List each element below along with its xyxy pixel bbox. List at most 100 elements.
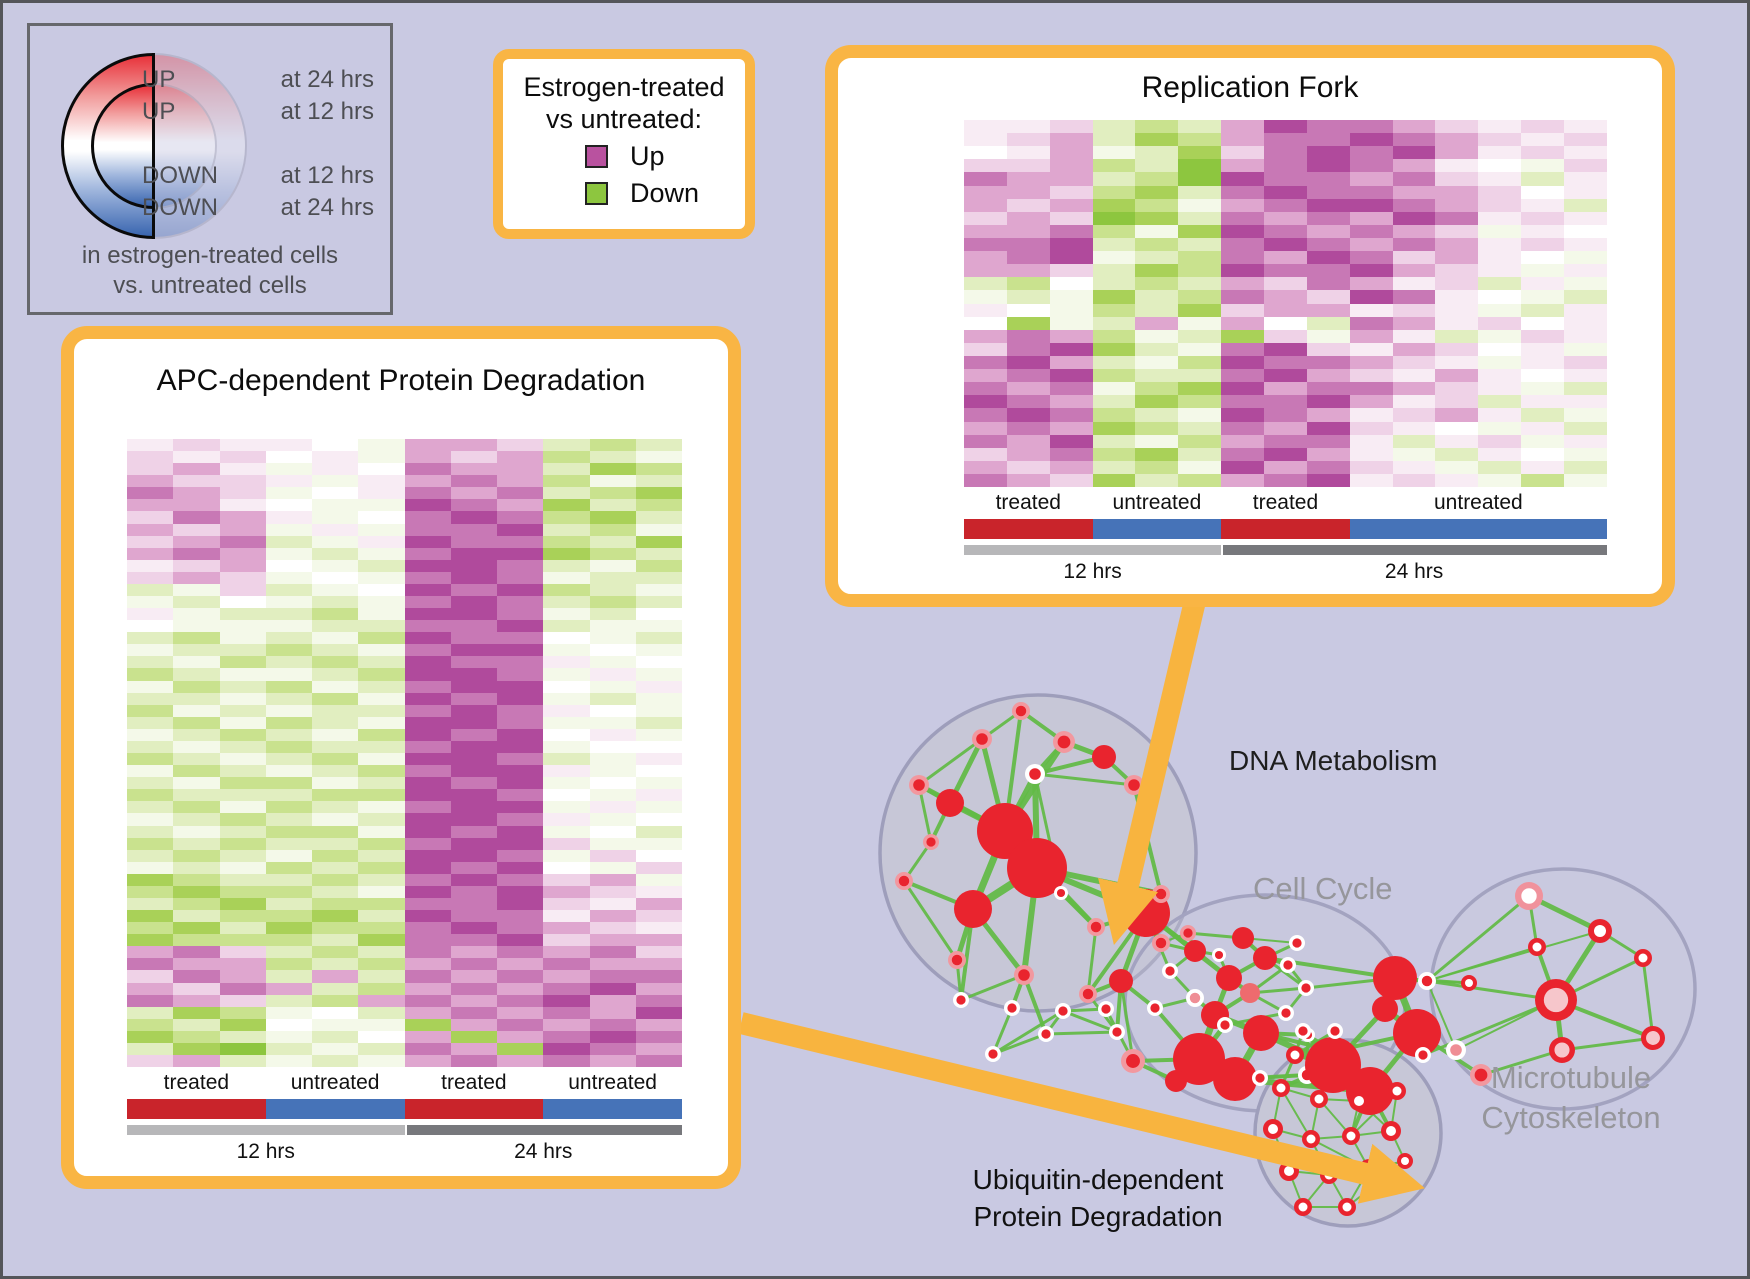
heatmap-cell	[358, 873, 405, 886]
heatmap-cell	[497, 873, 544, 886]
heatmap-cell	[1478, 198, 1522, 212]
network-node-core-ringRedWhite	[1392, 1086, 1402, 1096]
heatmap-cell	[589, 1042, 636, 1055]
network-edge	[1331, 1049, 1336, 1067]
heatmap-cell	[1349, 264, 1393, 278]
network-node-core-ringRedWhite	[1324, 1170, 1334, 1180]
heatmap-cell	[497, 1054, 544, 1068]
heatmap-cell	[1521, 355, 1565, 370]
heatmap-cell	[404, 632, 451, 645]
network-edge	[902, 879, 975, 911]
heatmap-cell	[358, 740, 405, 754]
heatmap-cell	[1135, 460, 1179, 474]
network-edge	[1143, 891, 1164, 916]
heatmap-cell	[312, 1018, 359, 1031]
heatmap-cell	[497, 668, 544, 681]
heatmap-cell	[1521, 251, 1565, 265]
heatmap-cell	[543, 499, 590, 512]
heatmap-cell	[219, 873, 266, 886]
heatmap-cell	[1392, 434, 1436, 448]
network-edge	[1102, 755, 1136, 787]
heatmap-cell	[497, 1042, 544, 1055]
heatmap-row	[127, 922, 682, 935]
heatmap-cell	[450, 511, 497, 524]
heatmap-cell	[219, 511, 266, 524]
network-node-solid	[1346, 1067, 1394, 1115]
heatmap-cell	[1478, 251, 1522, 265]
heatmap-cell	[589, 680, 636, 693]
heatmap-cell	[1264, 421, 1307, 435]
heatmap-cell	[1435, 264, 1479, 278]
heatmap-cell	[1306, 159, 1350, 173]
heatmap-cell	[219, 656, 266, 669]
network-node-ring-ringWhite	[1418, 972, 1436, 990]
heatmap-cell	[1564, 355, 1607, 370]
network-node-solid	[1243, 1015, 1279, 1051]
network-edge	[1159, 941, 1197, 953]
heatmap-cell	[127, 535, 174, 548]
heatmap-cell	[1221, 473, 1265, 488]
heatmap-row	[127, 849, 682, 862]
heatmap-cell	[127, 910, 174, 923]
heatmap-cell	[404, 1054, 451, 1068]
heatmap-cell	[127, 1018, 174, 1031]
network-node-ring-ringWhite	[1289, 935, 1305, 951]
heatmap-cell	[1349, 447, 1393, 461]
heatmap-cell	[497, 463, 544, 476]
network-edge	[1231, 1029, 1265, 1083]
heatmap-cell	[1135, 211, 1179, 225]
heatmap-cell	[312, 970, 359, 983]
heatmap-cell	[404, 451, 451, 464]
network-node-solid	[977, 803, 1033, 859]
up-label: Up	[630, 141, 665, 171]
heatmap-row	[127, 970, 682, 983]
heatmap-cell	[173, 922, 220, 935]
heatmap-cell	[127, 728, 174, 741]
network-edge	[1033, 755, 1106, 776]
network-edge	[1306, 1033, 1336, 1053]
heatmap-cell	[404, 583, 451, 597]
heatmap-cell	[1135, 329, 1179, 343]
network-node-core-ringPink	[951, 954, 963, 966]
condition-bar-untreated	[1092, 519, 1222, 539]
heatmap-cell	[127, 704, 174, 717]
heatmap-cell	[589, 716, 636, 729]
heatmap-cell	[1006, 172, 1050, 186]
heatmap-row	[964, 434, 1607, 448]
heatmap-cell	[635, 463, 682, 476]
heatmap-cell	[1049, 473, 1093, 488]
condition-bar-untreated	[1349, 519, 1607, 539]
network-node-ring-ringWhite	[1280, 957, 1296, 973]
heatmap-row	[127, 547, 682, 560]
heatmap-cell	[964, 434, 1007, 448]
network-edge	[1293, 1029, 1305, 1057]
heatmap-cell	[964, 185, 1007, 199]
heatmap-cell	[1178, 146, 1222, 160]
heatmap-cell	[1264, 211, 1307, 225]
heatmap-cell	[589, 958, 636, 971]
heatmap-cell	[312, 451, 359, 464]
network-node-core-ringRedWhite	[1532, 942, 1542, 952]
heatmap-cell	[1435, 369, 1479, 383]
heatmap-cell	[497, 451, 544, 464]
heatmap-cell	[635, 849, 682, 862]
heatmap-cell	[1135, 133, 1179, 147]
heatmap-cell	[964, 172, 1007, 186]
condition-bar-treated	[964, 519, 1093, 539]
network-edge	[1350, 1100, 1360, 1137]
down12-dir: DOWN	[142, 162, 218, 189]
network-node-ring-ringRedWhite	[1310, 1090, 1328, 1108]
heatmap-cell	[404, 753, 451, 766]
heatmap-row	[127, 716, 682, 729]
heatmap-cell	[1264, 395, 1307, 409]
network-node-ring-ringPink	[1121, 1049, 1145, 1073]
heatmap-cell	[1392, 133, 1436, 147]
heatmap-cell	[450, 1030, 497, 1043]
heatmap-cell	[312, 535, 359, 548]
condition-bar-treated	[127, 1099, 266, 1119]
heatmap-cell	[127, 946, 174, 959]
heatmap-cell	[1435, 303, 1479, 317]
heatmap-cell	[1564, 185, 1607, 199]
heatmap-cell	[1221, 172, 1265, 186]
network-node-ring-ringPink	[1180, 925, 1196, 941]
